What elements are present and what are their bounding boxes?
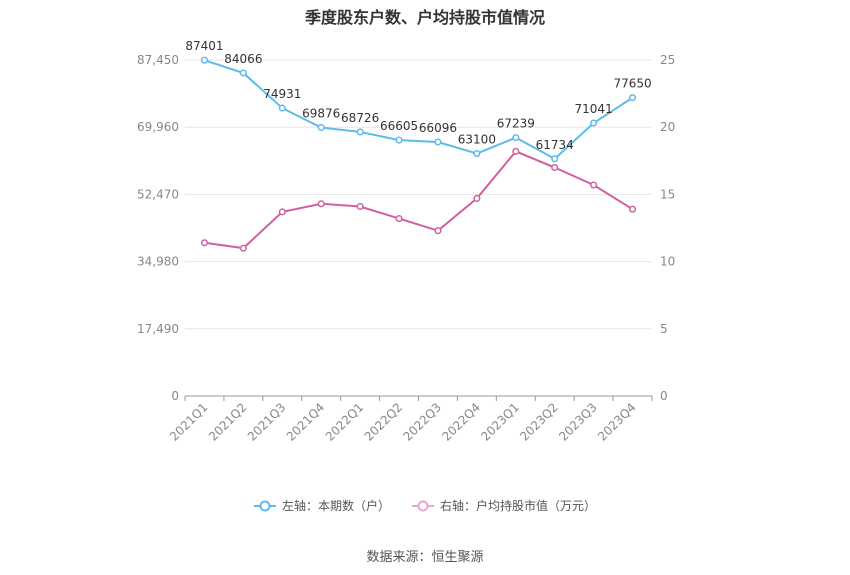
data-point-left xyxy=(200,56,209,64)
y-right-tick-label: 20 xyxy=(660,120,675,134)
data-label: 87401 xyxy=(185,39,223,53)
legend-item-right[interactable]: 右轴：户均持股市值（万元） xyxy=(412,497,596,514)
series-line-right xyxy=(204,150,634,250)
y-left-tick-label: 17,490 xyxy=(137,322,179,336)
x-tick-label: 2023Q2 xyxy=(517,400,561,444)
data-point-left xyxy=(628,94,637,102)
data-point-left xyxy=(356,128,364,136)
y-left-tick-label: 87,450 xyxy=(137,53,179,67)
y-right-tick-label: 15 xyxy=(660,187,675,201)
data-point-right xyxy=(628,205,637,213)
y-right-tick-label: 10 xyxy=(660,255,675,269)
data-point-left xyxy=(395,136,403,144)
data-label: 67239 xyxy=(497,117,535,131)
x-tick-label: 2022Q3 xyxy=(401,400,445,444)
legend-marker-blue-icon xyxy=(253,500,276,511)
x-tick-label: 2023Q1 xyxy=(478,400,522,444)
chart-title: 季度股东户数、户均持股市值情况 xyxy=(304,8,545,27)
data-point-right xyxy=(278,208,286,216)
x-tick-label: 2022Q2 xyxy=(362,400,406,444)
y-left-tick-label: 34,980 xyxy=(137,255,179,269)
x-tick-label: 2022Q4 xyxy=(439,400,483,444)
data-label: 69876 xyxy=(302,107,340,121)
y-right-tick-label: 5 xyxy=(660,322,668,336)
data-point-left xyxy=(551,155,559,163)
x-tick-label: 2023Q4 xyxy=(595,400,639,444)
data-point-left xyxy=(317,123,325,132)
data-point-left xyxy=(473,150,481,158)
data-point-right xyxy=(473,194,481,202)
data-label: 77650 xyxy=(613,77,651,91)
data-point-right xyxy=(590,181,598,189)
legend-label-right: 右轴：户均持股市值（万元） xyxy=(440,499,597,513)
data-point-right xyxy=(551,163,559,172)
x-tick-label: 2021Q2 xyxy=(206,400,250,444)
data-label: 61734 xyxy=(536,138,574,152)
data-label: 66096 xyxy=(419,121,457,135)
data-point-left xyxy=(278,104,286,112)
y-right-tick-label: 0 xyxy=(660,389,668,403)
x-tick-label: 2023Q3 xyxy=(556,400,600,444)
data-point-right xyxy=(200,239,209,247)
series-line-left xyxy=(204,59,634,161)
data-point-right xyxy=(356,202,364,211)
y-right-tick-label: 25 xyxy=(660,53,675,67)
legend-label-left: 左轴：本期数（户） xyxy=(281,499,390,513)
y-left-tick-label: 69,960 xyxy=(137,120,179,134)
data-label: 74931 xyxy=(263,87,301,101)
data-point-right xyxy=(239,244,247,252)
data-label: 66605 xyxy=(380,119,418,133)
data-label: 68726 xyxy=(341,111,379,125)
y-left-tick-label: 0 xyxy=(171,389,179,403)
legend: 左轴：本期数（户） 右轴：户均持股市值（万元） xyxy=(0,497,850,514)
data-source-note: 数据来源：恒生聚源 xyxy=(366,550,484,565)
legend-marker-pink-icon xyxy=(412,500,434,511)
data-point-left xyxy=(590,119,598,127)
x-tick-label: 2021Q3 xyxy=(245,400,289,444)
data-label: 63100 xyxy=(458,133,496,147)
legend-item-left[interactable]: 左轴：本期数（户） xyxy=(253,497,390,514)
data-point-left xyxy=(434,138,442,146)
data-point-left xyxy=(239,69,247,77)
data-label: 71041 xyxy=(575,102,613,116)
data-point-right xyxy=(317,200,325,208)
data-point-left xyxy=(512,134,520,142)
x-tick-label: 2021Q4 xyxy=(284,400,328,444)
data-point-right xyxy=(434,227,442,235)
x-tick-label: 2022Q1 xyxy=(323,400,367,444)
data-label: 84066 xyxy=(224,52,262,66)
data-point-right xyxy=(512,147,520,155)
data-point-right xyxy=(395,215,403,223)
x-tick-label: 2021Q1 xyxy=(167,400,211,444)
y-left-tick-label: 52,470 xyxy=(137,187,179,201)
